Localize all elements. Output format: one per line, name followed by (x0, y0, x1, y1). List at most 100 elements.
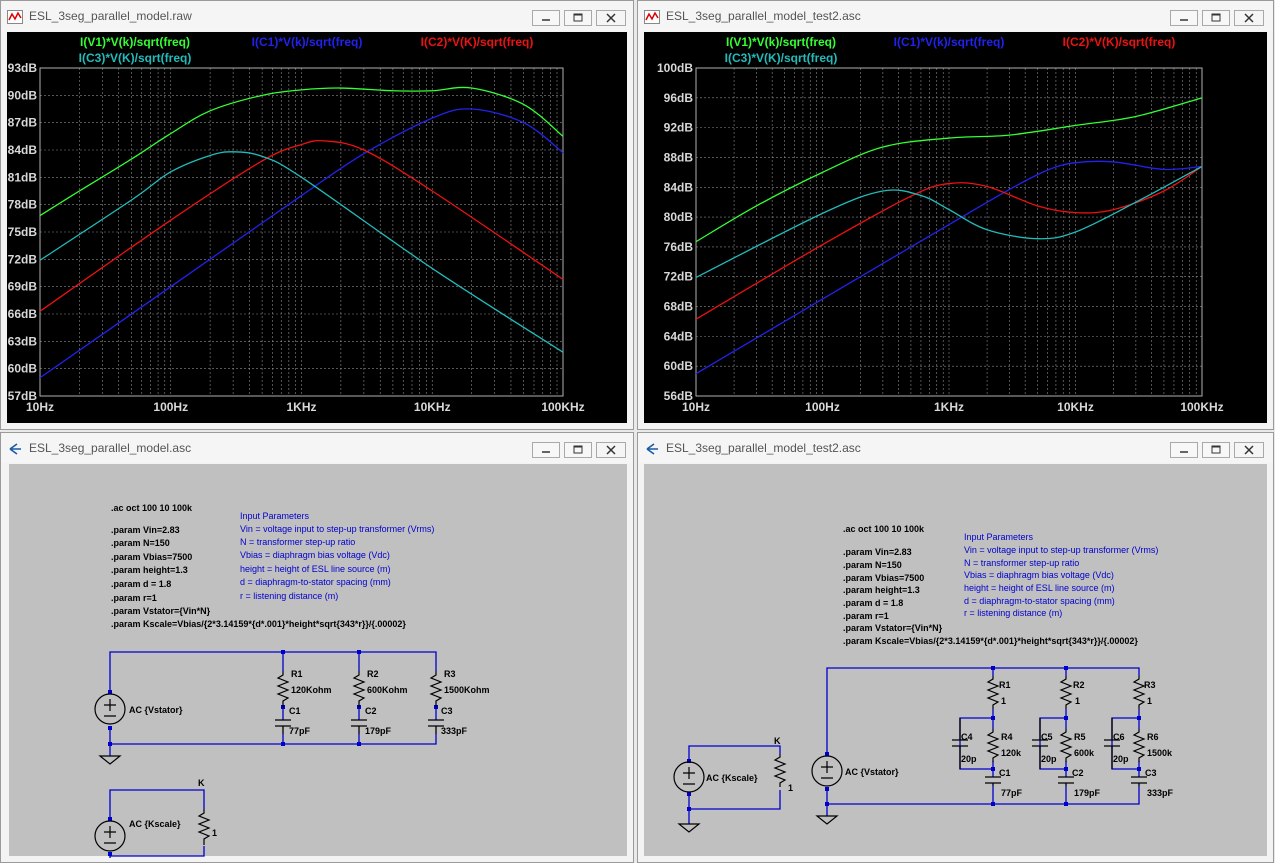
title-bar[interactable]: ESL_3seg_parallel_model_test2.asc (638, 1, 1273, 31)
voltage-source-icon[interactable] (94, 693, 126, 725)
component-name[interactable]: C4 (961, 732, 973, 742)
source-label[interactable]: AC {Kscale} (129, 819, 181, 829)
param-line[interactable]: .param Kscale=Vbias/{2*3.14159*{d*.001}*… (843, 636, 1138, 646)
component-name[interactable]: C3 (441, 706, 453, 716)
comment-line[interactable]: Vin = voltage input to step-up transform… (240, 524, 434, 534)
param-line[interactable]: .param d = 1.8 (111, 579, 171, 589)
legend-c2[interactable]: I(C2)*V(K)/sqrt(freq) (1063, 35, 1176, 49)
comment-line[interactable]: Vbias = diaphragm bias voltage (Vdc) (964, 570, 1114, 580)
comment-line[interactable]: Vin = voltage input to step-up transform… (964, 545, 1158, 555)
param-line[interactable]: .param N=150 (843, 560, 902, 570)
schematic-window-right[interactable]: ESL_3seg_parallel_model_test2.asc .ac oc… (637, 432, 1274, 863)
component-name[interactable]: R1 (999, 680, 1011, 690)
legend-c1[interactable]: I(C1)*V(k)/sqrt(freq) (252, 35, 363, 49)
source-label[interactable]: AC {Kscale} (706, 773, 758, 783)
series-line-v1[interactable] (39, 86, 564, 217)
component-name[interactable]: C3 (1145, 768, 1157, 778)
param-line[interactable]: .param Vin=2.83 (111, 525, 180, 535)
component-value[interactable]: 1500Kohm (444, 685, 490, 695)
legend-c3[interactable]: I(C3)*V(K)/sqrt(freq) (725, 51, 838, 65)
comment-line[interactable]: Input Parameters (964, 532, 1034, 542)
param-line[interactable]: .param Vstator={Vin*N} (843, 623, 943, 633)
legend-v1[interactable]: I(V1)*V(k)/sqrt(freq) (726, 35, 836, 49)
component-value[interactable]: 1500k (1147, 748, 1173, 758)
minimize-button[interactable] (532, 442, 560, 458)
comment-line[interactable]: height = height of ESL line source (m) (240, 564, 391, 574)
voltage-source-icon[interactable] (94, 820, 126, 852)
minimize-button[interactable] (1170, 442, 1198, 458)
component-name[interactable]: R4 (1001, 732, 1013, 742)
source-label[interactable]: AC {Vstator} (845, 767, 899, 777)
net-label[interactable]: K (198, 778, 205, 788)
maximize-button[interactable] (564, 442, 592, 458)
component-value[interactable]: 1 (1147, 696, 1152, 706)
component-value[interactable]: 77pF (1001, 788, 1023, 798)
resistor-icons[interactable] (773, 676, 1146, 787)
component-value[interactable]: 1 (1001, 696, 1006, 706)
series-line-c3[interactable] (39, 151, 564, 353)
title-bar[interactable]: ESL_3seg_parallel_model.raw (1, 1, 633, 31)
component-name[interactable]: R1 (291, 669, 303, 679)
comment-line[interactable]: Vbias = diaphragm bias voltage (Vdc) (240, 550, 390, 560)
comment-line[interactable]: N = transformer step-up ratio (240, 537, 355, 547)
component-name[interactable]: R5 (1074, 732, 1086, 742)
waveform-window-left[interactable]: ESL_3seg_parallel_model.raw 93dB 90dB 87dB… (0, 0, 634, 430)
component-name[interactable]: R2 (1073, 680, 1085, 690)
resistor-icons[interactable] (197, 671, 443, 845)
comment-line[interactable]: Input Parameters (240, 511, 310, 521)
comment-line[interactable]: height = height of ESL line source (m) (964, 583, 1115, 593)
component-value[interactable]: 333pF (441, 726, 468, 736)
schematic-canvas[interactable]: .ac oct 100 10 100k .param Vin=2.83 .par… (644, 464, 1267, 856)
component-name[interactable]: R3 (444, 669, 456, 679)
minimize-button[interactable] (532, 10, 560, 26)
component-value[interactable]: 20p (961, 754, 977, 764)
comment-line[interactable]: d = diaphragm-to-stator spacing (mm) (240, 577, 391, 587)
component-name[interactable]: C1 (999, 768, 1011, 778)
param-line[interactable]: .param Vbias=7500 (843, 573, 924, 583)
param-line[interactable]: .param r=1 (843, 611, 889, 621)
comment-line[interactable]: r = listening distance (m) (240, 591, 338, 601)
schematic-svg[interactable]: .ac oct 100 10 100k .param Vin=2.83 .par… (9, 464, 629, 863)
component-name[interactable]: C2 (1072, 768, 1084, 778)
component-name[interactable]: R3 (1144, 680, 1156, 690)
plot-svg[interactable]: 93dB 90dB 87dB 84dB 81dB 78dB 75dB 72dB 69dB 66dB… (7, 32, 629, 425)
legend-v1[interactable]: I(V1)*V(k)/sqrt(freq) (80, 35, 190, 49)
component-name[interactable]: R2 (367, 669, 379, 679)
plot-area[interactable]: 100dB 96dB 92dB 88dB 84dB 80dB 76dB 72dB 68dB 64d… (644, 32, 1267, 423)
component-value[interactable]: 1 (212, 828, 217, 838)
param-line[interactable]: .param r=1 (111, 593, 157, 603)
component-value[interactable]: 77pF (289, 726, 311, 736)
series-line-c2[interactable] (39, 139, 564, 312)
close-button[interactable] (596, 442, 626, 458)
close-button[interactable] (1234, 10, 1264, 26)
plot-svg[interactable]: 100dB 96dB 92dB 88dB 84dB 80dB 76dB 72dB 68dB 64d… (644, 32, 1269, 425)
maximize-button[interactable] (564, 10, 592, 26)
component-value[interactable]: 179pF (365, 726, 392, 736)
component-value[interactable]: 120k (1001, 748, 1022, 758)
source-label[interactable]: AC {Vstator} (129, 705, 183, 715)
plot-area[interactable]: 93dB 90dB 87dB 84dB 81dB 78dB 75dB 72dB 69dB 66dB… (7, 32, 627, 423)
component-value[interactable]: 20p (1041, 754, 1057, 764)
ac-directive[interactable]: .ac oct 100 10 100k (111, 503, 193, 513)
waveform-window-right[interactable]: ESL_3seg_parallel_model_test2.asc 100dB 9… (637, 0, 1274, 430)
comment-line[interactable]: d = diaphragm-to-stator spacing (mm) (964, 596, 1115, 606)
title-bar[interactable]: ESL_3seg_parallel_model_test2.asc (638, 433, 1273, 463)
legend-c3[interactable]: I(C3)*V(K)/sqrt(freq) (79, 51, 192, 65)
series-line-c3[interactable] (695, 165, 1203, 279)
component-name[interactable]: C5 (1041, 732, 1053, 742)
component-value[interactable]: 600Kohm (367, 685, 408, 695)
voltage-source-icon[interactable] (673, 761, 705, 793)
capacitor-icons[interactable] (275, 719, 444, 734)
series-line-c1[interactable] (695, 160, 1203, 375)
schematic-window-left[interactable]: ESL_3seg_parallel_model.asc .ac oct 100 … (0, 432, 634, 863)
component-value[interactable]: 120Kohm (291, 685, 332, 695)
param-line[interactable]: .param height=1.3 (843, 585, 920, 595)
voltage-source-icon[interactable] (811, 755, 843, 787)
component-value[interactable]: 20p (1113, 754, 1129, 764)
param-line[interactable]: .param d = 1.8 (843, 598, 903, 608)
title-bar[interactable]: ESL_3seg_parallel_model.asc (1, 433, 633, 463)
component-value[interactable]: 600k (1074, 748, 1095, 758)
maximize-button[interactable] (1202, 442, 1230, 458)
minimize-button[interactable] (1170, 10, 1198, 26)
component-name[interactable]: C6 (1113, 732, 1125, 742)
